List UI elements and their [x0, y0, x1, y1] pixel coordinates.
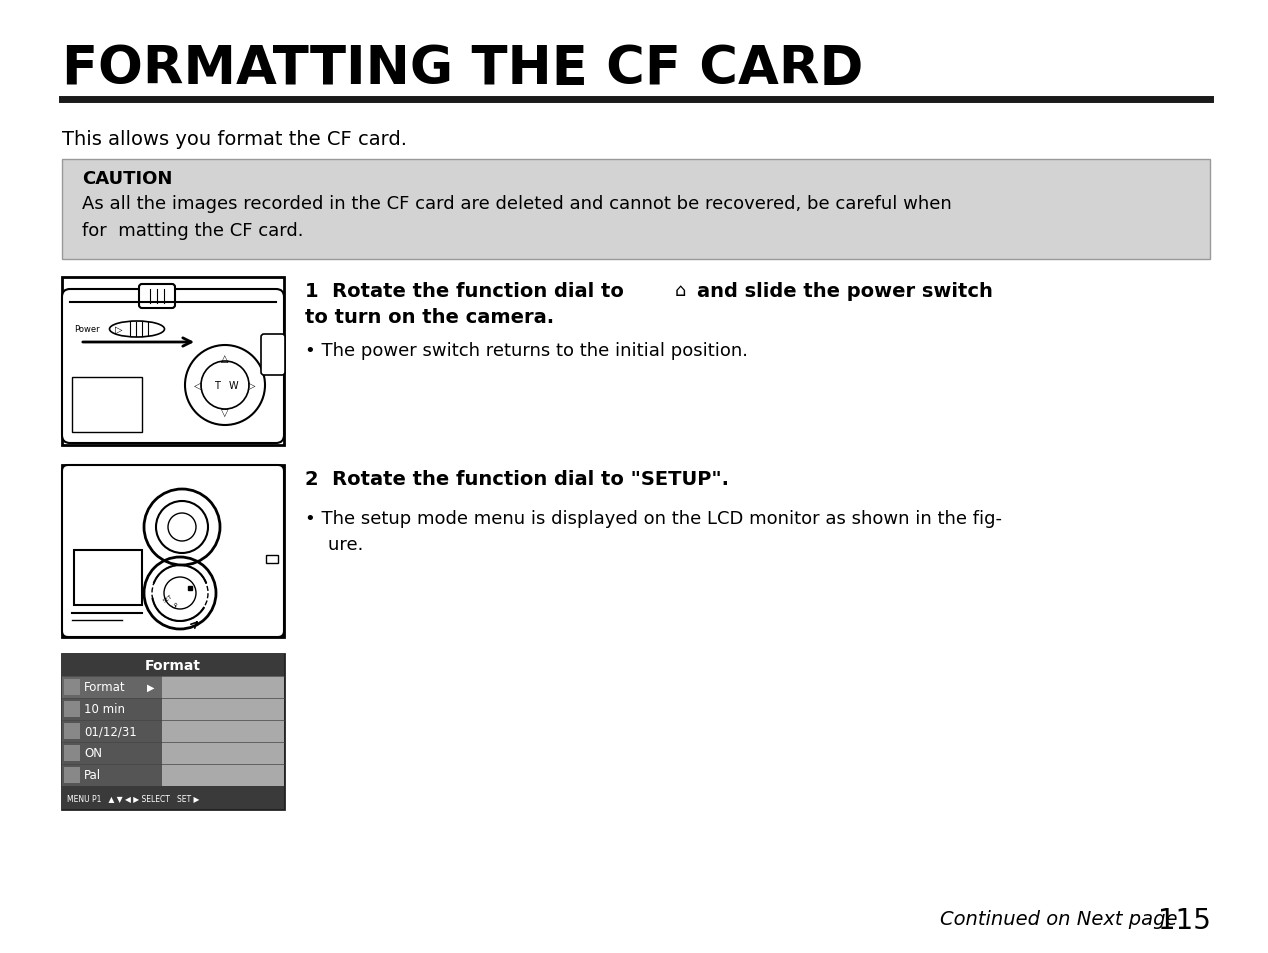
FancyBboxPatch shape — [63, 723, 80, 740]
Text: 10 min: 10 min — [84, 702, 126, 716]
FancyBboxPatch shape — [63, 701, 80, 718]
Text: T: T — [214, 380, 219, 391]
Text: ▽: ▽ — [221, 408, 228, 417]
FancyBboxPatch shape — [63, 745, 80, 761]
Text: ◁: ◁ — [194, 380, 202, 391]
FancyBboxPatch shape — [62, 290, 284, 443]
FancyBboxPatch shape — [62, 720, 162, 742]
FancyBboxPatch shape — [72, 377, 142, 433]
Text: MENU P1   ▲ ▼ ◀ ▶ SELECT   SET ▶: MENU P1 ▲ ▼ ◀ ▶ SELECT SET ▶ — [67, 793, 199, 802]
Text: W: W — [228, 380, 238, 391]
FancyBboxPatch shape — [162, 699, 284, 720]
FancyBboxPatch shape — [62, 677, 162, 699]
FancyBboxPatch shape — [266, 556, 278, 563]
FancyBboxPatch shape — [62, 655, 284, 677]
Text: SET: SET — [162, 594, 174, 603]
Text: UP: UP — [171, 601, 180, 610]
FancyBboxPatch shape — [162, 677, 284, 699]
Text: ▷: ▷ — [249, 380, 256, 391]
FancyBboxPatch shape — [62, 764, 162, 786]
FancyBboxPatch shape — [62, 160, 1210, 260]
Text: 1  Rotate the function dial to: 1 Rotate the function dial to — [306, 282, 624, 301]
Text: 2  Rotate the function dial to "SETUP".: 2 Rotate the function dial to "SETUP". — [306, 470, 729, 489]
Text: ▷: ▷ — [115, 325, 123, 335]
Text: to turn on the camera.: to turn on the camera. — [306, 308, 554, 327]
Text: ⌂: ⌂ — [675, 282, 686, 299]
FancyBboxPatch shape — [139, 285, 175, 309]
FancyBboxPatch shape — [62, 699, 162, 720]
Text: • The setup mode menu is displayed on the LCD monitor as shown in the fig-: • The setup mode menu is displayed on th… — [306, 510, 1002, 527]
FancyBboxPatch shape — [62, 786, 284, 809]
Text: ure.: ure. — [306, 536, 364, 554]
Text: 01/12/31: 01/12/31 — [84, 724, 137, 738]
FancyBboxPatch shape — [62, 465, 284, 638]
FancyBboxPatch shape — [261, 335, 285, 375]
Text: Continued on Next page: Continued on Next page — [940, 909, 1178, 928]
Text: and slide the power switch: and slide the power switch — [697, 282, 993, 301]
Text: As all the images recorded in the CF card are deleted and cannot be recovered, b: As all the images recorded in the CF car… — [82, 194, 952, 213]
FancyBboxPatch shape — [62, 655, 284, 809]
FancyBboxPatch shape — [162, 764, 284, 786]
Text: 115: 115 — [1158, 906, 1211, 934]
Text: This allows you format the CF card.: This allows you format the CF card. — [62, 130, 407, 149]
FancyBboxPatch shape — [63, 679, 80, 696]
Text: Pal: Pal — [84, 769, 101, 781]
Text: ON: ON — [84, 747, 101, 760]
FancyBboxPatch shape — [62, 465, 284, 638]
Text: Power: Power — [74, 325, 100, 335]
Circle shape — [164, 578, 197, 609]
FancyBboxPatch shape — [162, 742, 284, 764]
FancyBboxPatch shape — [62, 742, 162, 764]
FancyBboxPatch shape — [162, 720, 284, 742]
FancyBboxPatch shape — [62, 277, 284, 446]
Text: Format: Format — [145, 659, 202, 672]
FancyBboxPatch shape — [63, 767, 80, 783]
Text: FORMATTING THE CF CARD: FORMATTING THE CF CARD — [62, 43, 864, 95]
Ellipse shape — [109, 322, 165, 337]
FancyBboxPatch shape — [74, 551, 142, 605]
Text: ▶: ▶ — [147, 682, 155, 692]
Text: CAUTION: CAUTION — [82, 170, 172, 188]
Text: for  matting the CF card.: for matting the CF card. — [82, 222, 303, 240]
Text: • The power switch returns to the initial position.: • The power switch returns to the initia… — [306, 341, 748, 359]
Text: △: △ — [221, 354, 228, 364]
Text: Format: Format — [84, 680, 126, 694]
